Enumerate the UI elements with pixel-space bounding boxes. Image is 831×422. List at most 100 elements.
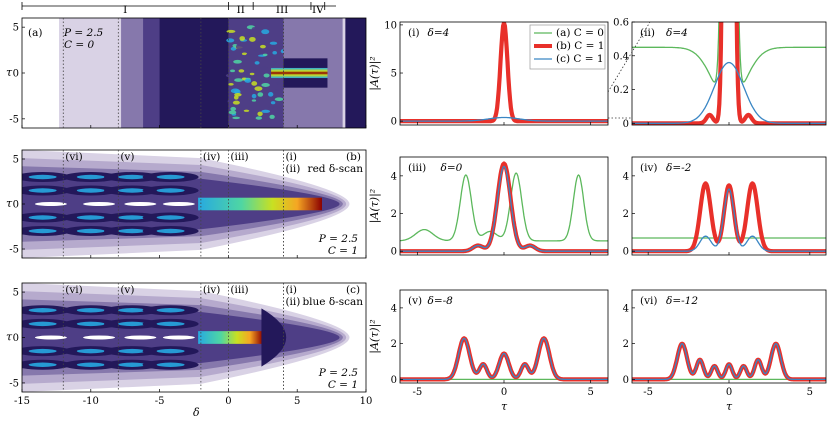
- delta-label: δ=4: [428, 27, 450, 39]
- y-tick-label: 5: [391, 69, 397, 80]
- heat-lobe-bright: [77, 215, 105, 219]
- heat-speckle: [269, 61, 277, 66]
- panel-frame: [632, 290, 826, 383]
- heat-lobe-bright: [157, 188, 185, 192]
- tau-axis-label: τ: [6, 331, 13, 344]
- heat-lobe-bright: [118, 349, 146, 353]
- y-tick-label: 0.2: [613, 85, 629, 96]
- heat-speckle: [226, 38, 234, 42]
- heat-lobe-bright: [118, 188, 146, 192]
- delta-label: δ=-8: [428, 295, 454, 307]
- intensity-axis-label: |A(τ)|²: [368, 189, 382, 223]
- y-tick-label: 0: [13, 69, 19, 80]
- heat-lobe-bright: [29, 215, 57, 219]
- scan-label: blue δ-scan: [302, 296, 363, 308]
- param-text: P = 2.5: [63, 27, 104, 39]
- marker-label: (iii): [230, 284, 248, 296]
- heat-speckle: [257, 112, 262, 117]
- heat-lobe-bright: [77, 175, 105, 179]
- panel-frame: [400, 157, 608, 255]
- x-tick-label: 0: [726, 387, 732, 398]
- y-tick-label: 2: [623, 339, 629, 350]
- heat-speckle: [229, 110, 237, 114]
- x-tick-label: -5: [643, 387, 653, 398]
- heat-lobe-bright: [118, 175, 146, 179]
- heat-speckle: [268, 106, 272, 110]
- heat-speckle: [234, 78, 243, 82]
- marker-label: (iv): [203, 151, 220, 163]
- heat-speckle: [275, 97, 284, 101]
- line-panel-iii: 0 2 4 (iii) δ=0 |A(τ)|²: [368, 157, 608, 258]
- soliton-core: [198, 198, 322, 211]
- heat-speckle: [239, 69, 245, 72]
- plot-body: [632, 344, 826, 380]
- heat-spot: [163, 336, 195, 340]
- x-tick-label: 5: [587, 387, 593, 398]
- y-tick-label: 0: [391, 375, 397, 386]
- right-profile-grid: 0 5 10 (i) δ=4 |A(τ)|² (a) C = 0(b) C = 1(c) C…: [368, 0, 826, 413]
- heat-lobe-bright: [157, 175, 185, 179]
- plot-body: [632, 183, 826, 251]
- x-tick-label: -15: [14, 396, 30, 407]
- heat-speckle: [274, 89, 279, 94]
- heat-speckle: [250, 73, 255, 75]
- heat-speckle: [230, 70, 235, 73]
- delta-label: δ=4: [666, 27, 688, 39]
- heat-speckle: [234, 95, 239, 99]
- heatmap-panel-b: -505τ(vi) (v) (iv) (iii) (i)(ii)(b)red δ-sca…: [6, 150, 366, 258]
- legend-label: (c) C = 1: [556, 53, 604, 65]
- series-line-red: [632, 0, 826, 123]
- heat-lobe-bright: [118, 229, 146, 233]
- marker-label: (i): [285, 284, 297, 296]
- axis-labels: δ: [193, 406, 200, 419]
- heat-lobe-bright: [157, 349, 185, 353]
- heat-speckle: [230, 107, 236, 111]
- series-line-red: [632, 183, 826, 251]
- heat-speckle: [253, 47, 262, 52]
- y-tick-label: 0: [623, 247, 629, 258]
- y-tick-label: 0: [391, 117, 397, 128]
- heat-lobe-bright: [29, 175, 57, 179]
- legend-label: (b) C = 1: [556, 40, 604, 52]
- soliton-core: [271, 68, 327, 78]
- heat-lobe-bright: [118, 363, 146, 367]
- panel-label: (ii): [640, 27, 655, 39]
- marker-label: (v): [120, 151, 134, 163]
- panel-label: (iii): [408, 162, 426, 174]
- panel-tag: (b): [346, 151, 361, 163]
- heat-spot: [124, 202, 156, 206]
- tau-axis-label: τ: [6, 197, 13, 210]
- y-tick-label: 0: [13, 200, 19, 211]
- x-tick-label: 5: [807, 387, 813, 398]
- plot-body: [632, 0, 826, 123]
- region-bracket: I II III IV: [22, 2, 336, 16]
- heat-lobe-bright: [77, 308, 105, 312]
- series-line-blue: [632, 344, 826, 380]
- heat-lobe-bright: [77, 188, 105, 192]
- heat-speckle: [244, 33, 253, 37]
- panel-frame: [632, 22, 826, 125]
- y-tick-label: 2: [391, 339, 397, 350]
- heat-lobe-bright: [29, 229, 57, 233]
- y-tick-label: -5: [9, 114, 19, 125]
- series-line-green: [632, 0, 826, 82]
- heat-spot: [35, 336, 67, 340]
- heat-speckle: [270, 42, 277, 45]
- heat-speckle: [246, 54, 252, 56]
- heat-speckle: [244, 110, 250, 112]
- marker-label: (vi): [65, 151, 82, 163]
- heat-speckle: [257, 92, 263, 97]
- heat-speckle: [259, 79, 267, 82]
- y-tick-label: 0: [623, 375, 629, 386]
- heat-speckle: [271, 101, 275, 104]
- heat-speckle: [226, 74, 233, 77]
- series-line-blue: [400, 338, 608, 379]
- heat-speckle: [233, 101, 240, 105]
- panel-label: (iv): [640, 162, 657, 174]
- y-tick-label: 0.6: [613, 18, 629, 29]
- series-line-blue: [632, 63, 826, 124]
- y-tick-label: 0: [13, 333, 19, 344]
- heat-speckle: [273, 106, 279, 109]
- y-tick-label: 4: [623, 171, 629, 182]
- heat-speckle: [252, 27, 260, 30]
